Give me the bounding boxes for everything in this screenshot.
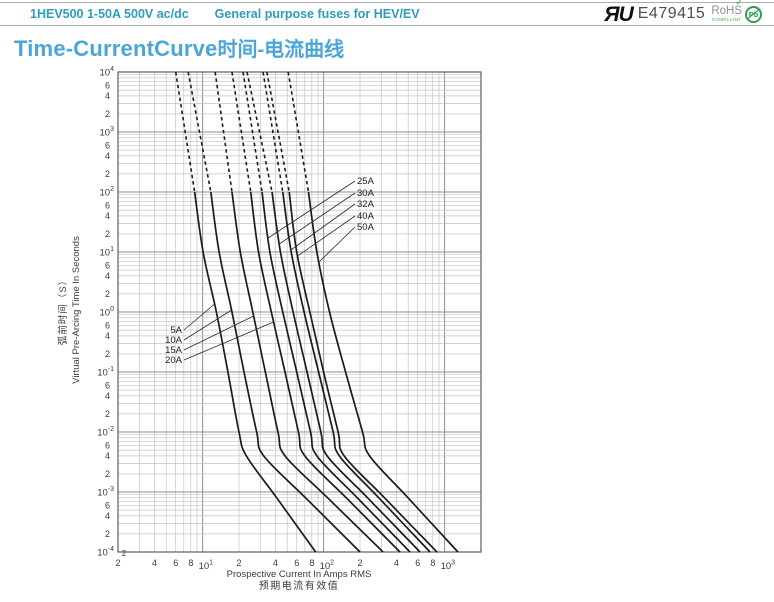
svg-text:6: 6 <box>105 440 110 450</box>
svg-text:30A: 30A <box>357 188 375 199</box>
svg-text:4: 4 <box>105 211 110 221</box>
page-title-zh: 时间-电流曲线 <box>217 39 345 61</box>
svg-text:104: 104 <box>100 66 115 79</box>
rohs-label: RoHS <box>711 4 742 17</box>
svg-text:10A: 10A <box>165 335 183 346</box>
header-bottom-rule <box>0 25 774 26</box>
svg-text:4: 4 <box>105 451 110 461</box>
ul-file-number: E479415 <box>637 5 706 22</box>
svg-text:2: 2 <box>105 169 110 179</box>
svg-text:101: 101 <box>100 246 115 259</box>
product-code: 1HEV500 1-50A 500V ac/dc <box>30 7 189 21</box>
svg-text:弧前时间（S）: 弧前时间（S） <box>57 275 69 345</box>
svg-text:2: 2 <box>105 469 110 479</box>
product-subtitle: General purpose fuses for HEV/EV <box>214 7 420 21</box>
svg-text:8: 8 <box>188 558 193 568</box>
svg-text:25A: 25A <box>357 176 375 187</box>
svg-text:20A: 20A <box>165 355 183 366</box>
certification-marks: ЯU E479415 ✓ RoHS COMPLIANT Pb <box>604 0 762 26</box>
ul-recognized-icon: ЯU <box>604 2 634 26</box>
svg-text:5A: 5A <box>170 325 182 336</box>
rohs-mark: ✓ RoHS COMPLIANT <box>711 0 743 23</box>
svg-text:6: 6 <box>105 260 110 270</box>
header-top-rule <box>0 2 774 3</box>
svg-text:8: 8 <box>430 558 435 568</box>
page-title-en: Time-CurrentCurve <box>14 36 218 61</box>
svg-text:8: 8 <box>309 558 314 568</box>
svg-text:6: 6 <box>105 380 110 390</box>
svg-text:103: 103 <box>100 126 115 139</box>
svg-text:预期电流有效值: 预期电流有效值 <box>259 579 340 592</box>
svg-text:6: 6 <box>173 558 178 568</box>
svg-text:100: 100 <box>100 306 115 319</box>
svg-text:32A: 32A <box>357 199 375 210</box>
svg-text:4: 4 <box>105 391 110 401</box>
svg-text:6: 6 <box>105 80 110 90</box>
svg-text:2: 2 <box>122 549 127 558</box>
svg-text:10-2: 10-2 <box>97 426 114 439</box>
svg-text:40A: 40A <box>357 211 375 222</box>
svg-text:10-1: 10-1 <box>97 366 114 379</box>
svg-text:2: 2 <box>105 109 110 119</box>
svg-text:2: 2 <box>105 229 110 239</box>
svg-text:Prospective Current In Amps RM: Prospective Current In Amps RMS <box>227 569 372 580</box>
svg-text:2: 2 <box>105 349 110 359</box>
check-icon: ✓ <box>735 0 743 7</box>
svg-text:102: 102 <box>320 560 335 573</box>
rohs-compliant-label: COMPLIANT <box>711 17 742 22</box>
svg-text:101: 101 <box>199 560 214 573</box>
svg-text:6: 6 <box>415 558 420 568</box>
page-title: Time-CurrentCurve 时间-电流曲线 <box>0 26 774 62</box>
svg-text:50A: 50A <box>357 222 375 233</box>
svg-text:6: 6 <box>294 558 299 568</box>
svg-text:6: 6 <box>105 200 110 210</box>
svg-text:4: 4 <box>105 91 110 101</box>
page-header: 1HEV500 1-50A 500V ac/dc General purpose… <box>0 0 774 26</box>
svg-text:4: 4 <box>273 558 278 568</box>
svg-text:6: 6 <box>105 140 110 150</box>
svg-text:2: 2 <box>105 289 110 299</box>
svg-text:4: 4 <box>105 151 110 161</box>
svg-text:6: 6 <box>105 320 110 330</box>
svg-text:2: 2 <box>115 558 120 568</box>
svg-text:4: 4 <box>394 558 399 568</box>
svg-text:2: 2 <box>105 409 110 419</box>
svg-text:10-4: 10-4 <box>97 546 114 559</box>
svg-text:2: 2 <box>236 558 241 568</box>
svg-text:2: 2 <box>357 558 362 568</box>
svg-text:4: 4 <box>152 558 157 568</box>
svg-text:4: 4 <box>105 271 110 281</box>
svg-text:4: 4 <box>105 511 110 521</box>
svg-text:6: 6 <box>105 500 110 510</box>
svg-text:4: 4 <box>105 331 110 341</box>
svg-text:102: 102 <box>100 186 115 199</box>
svg-text:15A: 15A <box>165 345 183 356</box>
svg-text:103: 103 <box>441 560 456 573</box>
svg-text:2: 2 <box>105 529 110 539</box>
pb-free-icon: Pb <box>745 5 762 23</box>
svg-text:10-3: 10-3 <box>97 486 114 499</box>
svg-text:Virtual Pre-Arcing Time In Sec: Virtual Pre-Arcing Time In Seconds <box>71 236 82 384</box>
